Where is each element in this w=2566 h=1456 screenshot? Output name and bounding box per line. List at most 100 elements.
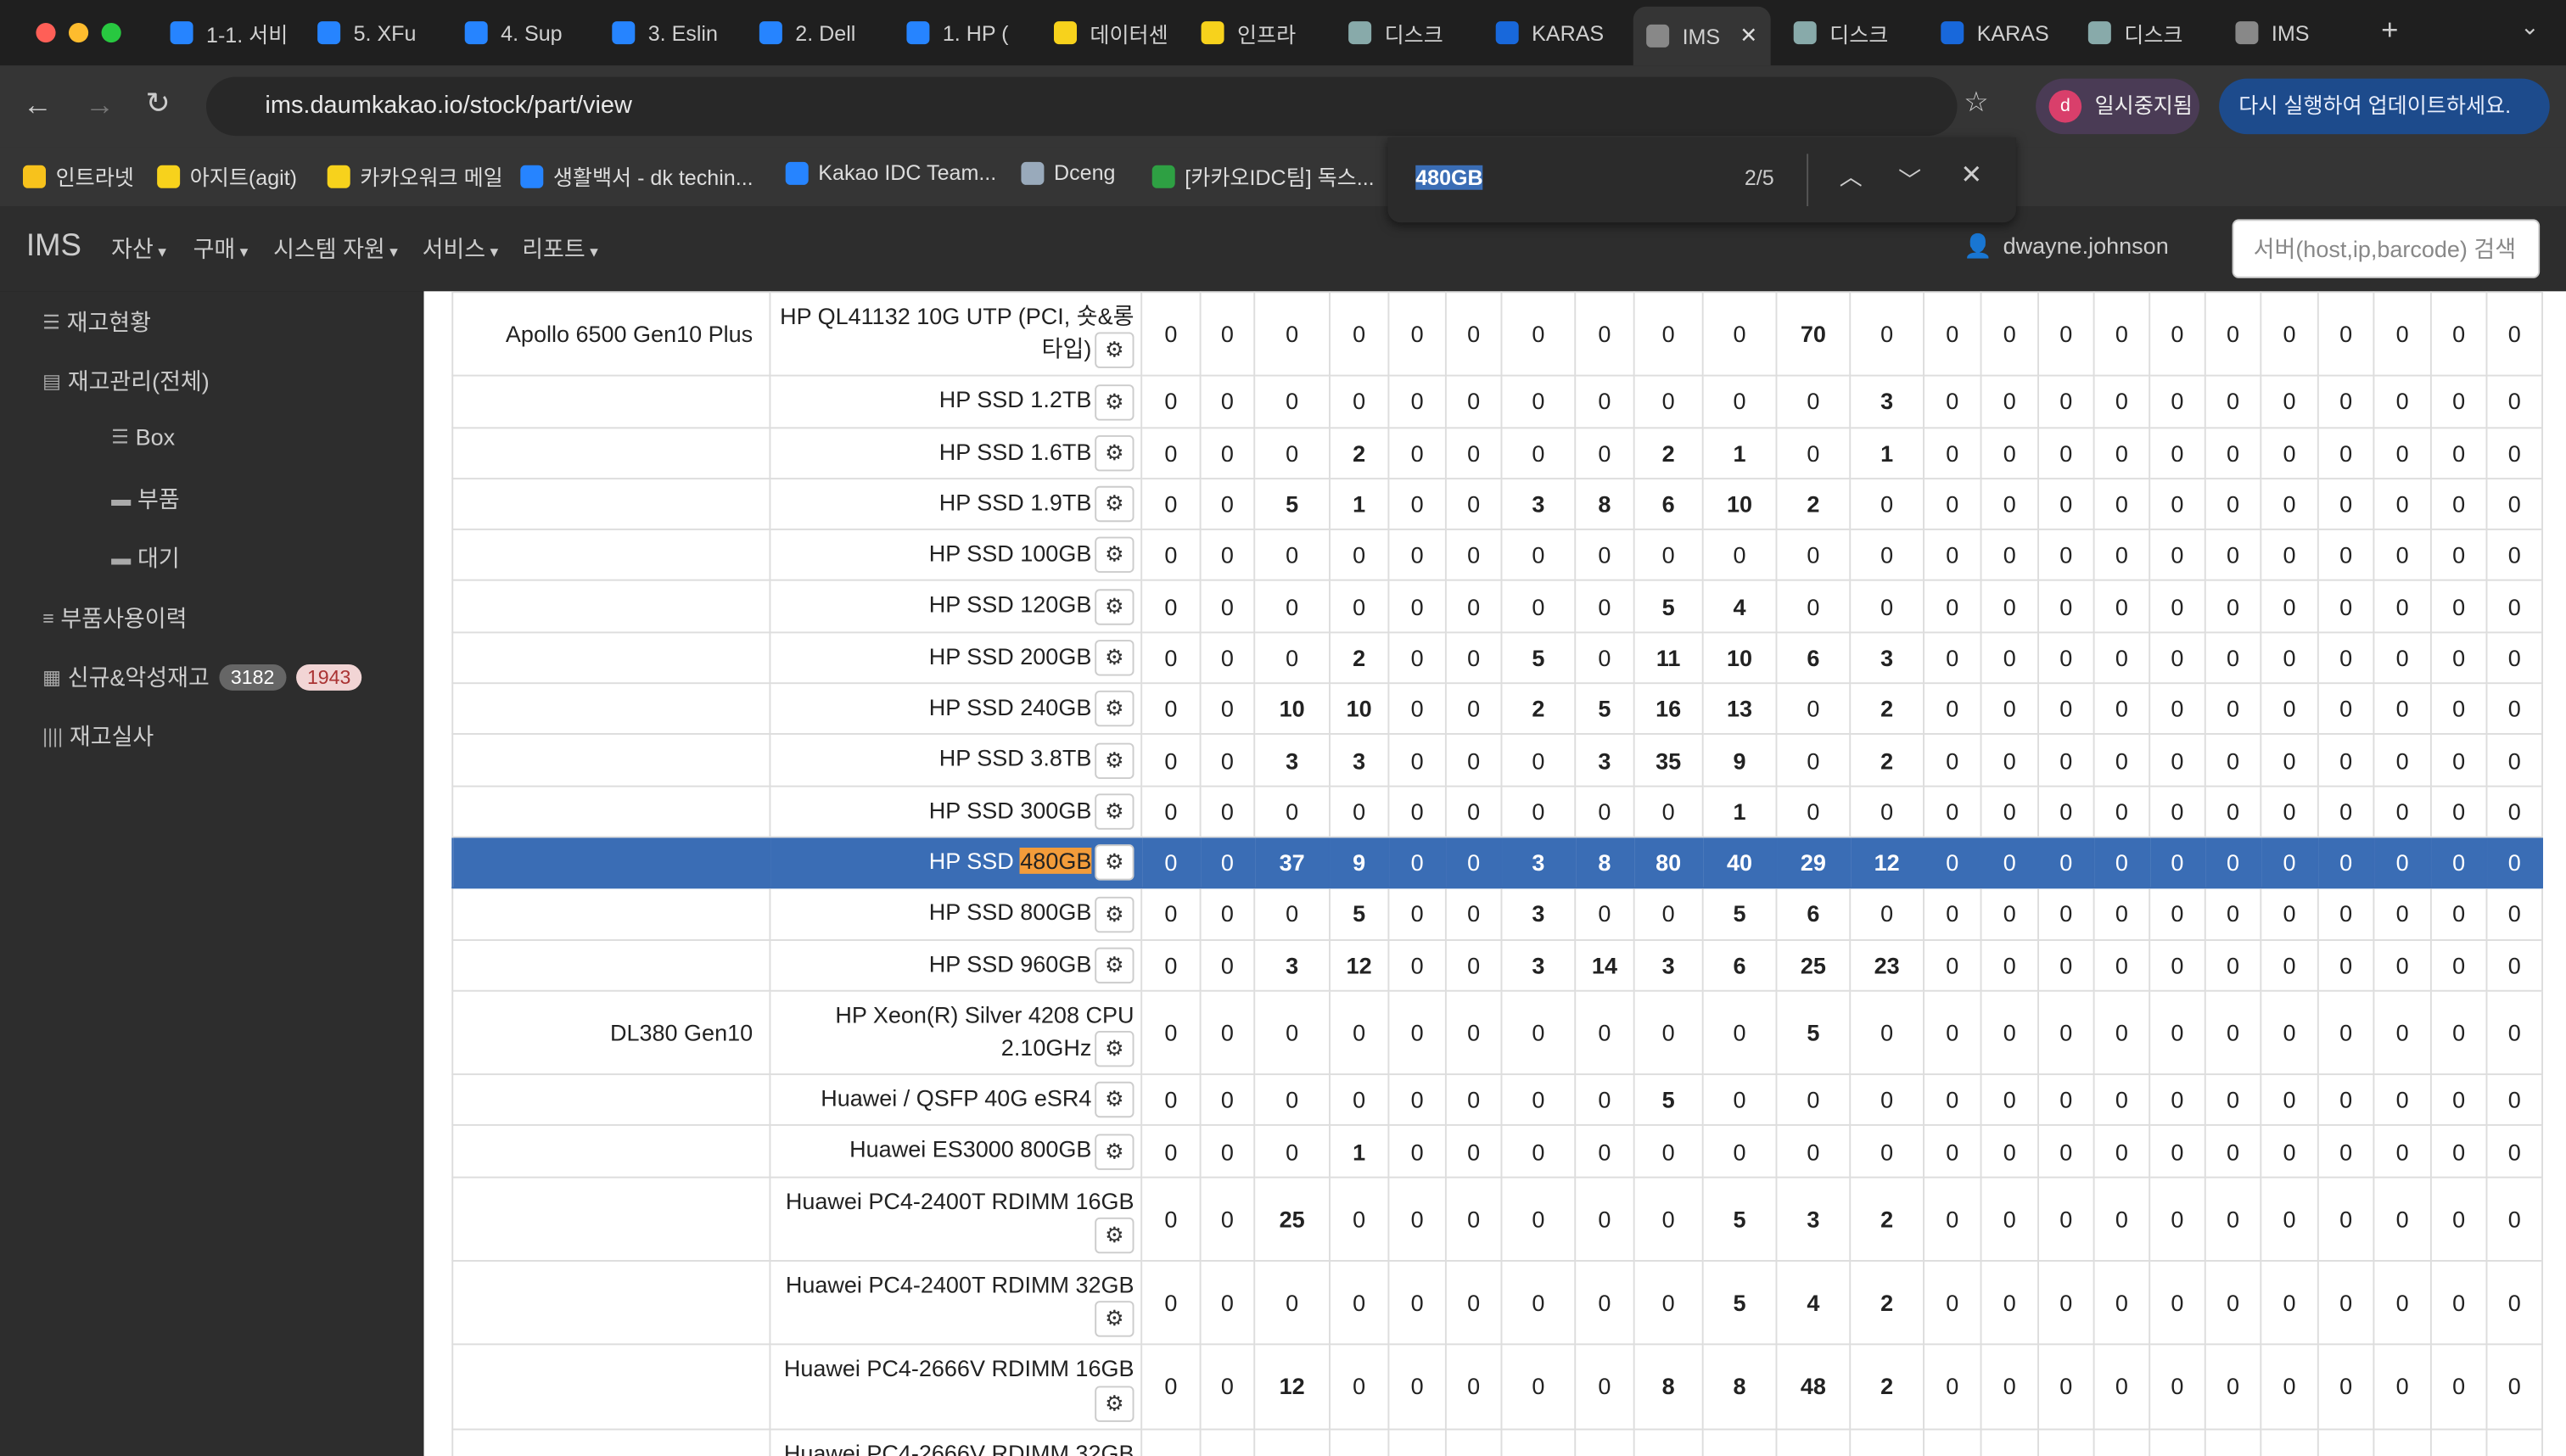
gear-button[interactable]: ⚙	[1095, 896, 1135, 932]
nav-menu[interactable]: 리포트 ▾	[522, 235, 598, 262]
count-cell: 0	[2485, 426, 2543, 479]
count-cell: 0	[1140, 887, 1202, 941]
bookmark[interactable]: 인트라넷	[22, 160, 134, 192]
bookmark[interactable]: 카카오워크 메일	[327, 160, 503, 192]
gear-button[interactable]: ⚙	[1095, 486, 1135, 523]
table-row[interactable]: Huawei PC4-2400T RDIMM 32GB⚙ 0 0 0 0 0 0 0 0 0 5 4 2…	[451, 1260, 2543, 1346]
gear-button[interactable]: ⚙	[1095, 434, 1135, 472]
count-cell: 0	[1849, 1124, 1924, 1179]
table-row[interactable]: HP SSD 1.2TB ⚙ 0 0 0 0 0 0 0 0 0 0 0 3 0 0 0 0 0 0 0 0 0 0 0	[451, 375, 2543, 428]
update-button[interactable]: 다시 실행하여 업데이트하세요.	[2219, 78, 2550, 135]
sidebar-item[interactable]: |||| 재고실사	[42, 720, 154, 753]
table-row[interactable]: DL380 Gen10 HP Xeon(R) Silver 4208 CPU 2.…	[451, 989, 2543, 1076]
nav-menu[interactable]: 자산 ▾	[111, 235, 166, 262]
bookmark[interactable]: Dceng	[1021, 160, 1115, 185]
count-cell: 10	[1253, 682, 1331, 736]
tab[interactable]: 4. Sup	[451, 10, 589, 56]
tab[interactable]: IMS	[2222, 10, 2360, 56]
table-row[interactable]: HP SSD 200GB ⚙ 0 0 0 2 0 0 5 0 11 10 6 3 0 0 0 0 0 0 0 0 0 0 0	[451, 630, 2543, 685]
gear-button[interactable]: ⚙	[1095, 947, 1135, 983]
tab[interactable]: 디스크	[2075, 10, 2212, 56]
table-row[interactable]: HP SSD 100GB ⚙ 0 0 0 0 0 0 0 0 0 0 0 0 0 0 0 0 0 0 0 0 0 0 0	[451, 529, 2543, 582]
count-cell: 0	[1140, 1124, 1202, 1179]
gear-button[interactable]: ⚙	[1095, 844, 1135, 882]
tab[interactable]: 디스크	[1780, 10, 1918, 56]
count-cell: 0	[1328, 785, 1390, 838]
count-cell: 0	[1140, 375, 1202, 428]
sidebar-item[interactable]: ☰ Box	[111, 423, 176, 451]
count-cell: 0	[1328, 1344, 1390, 1430]
sidebar-item[interactable]: ≡ 부품사용이력	[42, 602, 187, 636]
tab[interactable]: KARAS	[1928, 10, 2065, 56]
gear-button[interactable]: ⚙	[1095, 333, 1135, 369]
table-row[interactable]: HP SSD 240GB ⚙ 0 0 10 10 0 0 2 5 16 13 0 2 0 0 0 0 0 0 0 0 0 0 0	[451, 682, 2543, 736]
count-cell: 0	[2093, 1073, 2151, 1127]
sidebar-item[interactable]: ▬ 대기	[111, 541, 180, 574]
tab[interactable]: 2. Dell	[746, 10, 883, 56]
bookmark[interactable]: 생활백서 - dk techin...	[520, 160, 754, 192]
count-cell: 0	[2260, 375, 2319, 428]
gear-button[interactable]: ⚙	[1095, 1082, 1135, 1119]
table-row[interactable]: Huawei PC4-2666V RDIMM 32GB⚙000000020500…	[451, 1427, 2543, 1456]
gear-button[interactable]: ⚙	[1095, 588, 1135, 625]
table-row[interactable]: HP SSD 120GB ⚙ 0 0 0 0 0 0 0 0 5 4 0 0 0 0 0 0 0 0 0 0 0 0 0	[451, 580, 2543, 633]
gear-button[interactable]: ⚙	[1095, 1031, 1135, 1067]
model-cell	[451, 836, 771, 889]
gear-button[interactable]: ⚙	[1095, 1217, 1135, 1254]
table-row[interactable]: Huawei PC4-2666V RDIMM 16GB⚙ 0 0 12 0 0 0 0 0 8 8 4…	[451, 1344, 2543, 1430]
tab[interactable]: 5. XFu	[305, 10, 442, 56]
tab[interactable]: 데이터센	[1041, 10, 1179, 56]
table-row[interactable]: Huawei PC4-2400T RDIMM 16GB⚙ 0 0 25 0 0 0 0 0 0 5 3…	[451, 1176, 2543, 1263]
gear-button[interactable]: ⚙	[1095, 640, 1135, 676]
bookmarks-bar: 인트라넷 아지트(agit) 카카오워크 메일 생활백서 - dk techin...…	[0, 147, 2566, 206]
count-cell: 0	[2204, 887, 2262, 941]
table-row[interactable]: Huawei / QSFP 40G eSR4 ⚙ 0 0 0 0 0 0 0 0 5 0 0 0 0 0 0 0 0…	[451, 1073, 2543, 1127]
table-row[interactable]: HP SSD 1.9TB ⚙ 0 0 5 1 0 0 3 8 6 10 2 0 0 0 0 0 0 0 0 0 0 0 0	[451, 477, 2543, 531]
address-bar[interactable]: ims.daumkakao.io/stock/part/view	[205, 76, 1958, 137]
tab[interactable]: 1. HP (	[894, 10, 1031, 56]
tab[interactable]: IMS ✕	[1633, 6, 1771, 66]
gear-button[interactable]: ⚙	[1095, 742, 1135, 779]
table-row[interactable]: Apollo 6500 Gen10 Plus HP QL41132 10G UTP…	[451, 291, 2543, 378]
brand[interactable]: IMS	[25, 228, 82, 264]
search-input[interactable]: 서버(host,ip,barcode) 검색	[2232, 219, 2541, 278]
nav-menu[interactable]: 시스템 자원 ▾	[273, 235, 398, 262]
count-cell: 0	[1444, 1427, 1503, 1456]
bookmark[interactable]: Kakao IDC Team...	[785, 160, 996, 185]
bookmark[interactable]: 아지트(agit)	[157, 160, 297, 192]
count-cell: 0	[1387, 989, 1447, 1076]
table-row[interactable]: HP SSD 3.8TB ⚙ 0 0 3 3 0 0 0 3 35 9 0 2 0 0 0 0 0 0 0 0 0 0 0	[451, 733, 2543, 787]
gear-button[interactable]: ⚙	[1095, 691, 1135, 728]
tab[interactable]: 인프라	[1188, 10, 1325, 56]
count-cell: 0	[1923, 291, 1982, 378]
sidebar-item[interactable]: ▬ 부품	[111, 483, 180, 516]
tab[interactable]: 디스크	[1336, 10, 1473, 56]
gear-button[interactable]: ⚙	[1095, 1385, 1135, 1422]
table-row[interactable]: HP SSD 960GB ⚙ 0 0 3 12 0 0 3 14 3 6 25 23 0 0 0 0 0 0 0 0 0 0 0	[451, 938, 2543, 992]
table-row[interactable]: Huawei ES3000 800GB ⚙ 0 0 0 1 0 0 0 0 0 0 0 0 0 0 0 0 0 0 0 0…	[451, 1124, 2543, 1179]
gear-button[interactable]: ⚙	[1095, 1134, 1135, 1170]
tab[interactable]: KARAS	[1482, 10, 1623, 56]
tab[interactable]: 1-1. 서비	[157, 10, 294, 56]
user[interactable]: dwayne.johnson	[2003, 232, 2169, 259]
tab-strip: + ⌄ 1-1. 서비 5. XFu 4. Sup 3. Eslin 2. Dell 1.…	[0, 0, 2566, 66]
sidebar-item[interactable]: ▦ 신규&악성재고 3182 1943	[42, 661, 362, 694]
find-query[interactable]: 480GB	[1415, 165, 1483, 190]
nav-menu[interactable]: 서비스 ▾	[422, 235, 499, 262]
profile[interactable]: d 일시중지됨	[2036, 78, 2199, 135]
table-row[interactable]: HP SSD 800GB ⚙ 0 0 0 5 0 0 3 0 0 5 6 0 0 0 0 0 0 0 0 0 0 0 0	[451, 887, 2543, 941]
gear-button[interactable]: ⚙	[1095, 537, 1135, 574]
bookmark[interactable]: [카카오IDC팀] 독스...	[1151, 160, 1375, 192]
bookmark-label: 카카오워크 메일	[360, 165, 503, 190]
gear-button[interactable]: ⚙	[1095, 1301, 1135, 1338]
table-row[interactable]: HP SSD 300GB ⚙ 0 0 0 0 0 0 0 0 0 1 0 0 0 0 0 0 0 0 0 0 0 0 0	[451, 785, 2543, 838]
count-cell: 0	[1849, 887, 1924, 941]
gear-button[interactable]: ⚙	[1095, 384, 1135, 420]
nav-menu[interactable]: 구매 ▾	[193, 235, 249, 262]
table-row[interactable]: HP SSD 480GB ⚙ 0 0 37 9 0 0 3 8 80 40 29 12 0 0 0 0 0 0 0 0 0 0…	[451, 836, 2543, 889]
gear-button[interactable]: ⚙	[1095, 793, 1135, 830]
sidebar-item[interactable]: ▤ 재고관리(전체)	[42, 365, 210, 398]
tab[interactable]: 3. Eslin	[599, 10, 737, 56]
table-row[interactable]: HP SSD 1.6TB ⚙ 0 0 0 2 0 0 0 0 2 1 0 1 0 0 0 0 0 0 0 0 0 0 0	[451, 426, 2543, 479]
sidebar-item[interactable]: ☰ 재고현황	[42, 306, 151, 339]
